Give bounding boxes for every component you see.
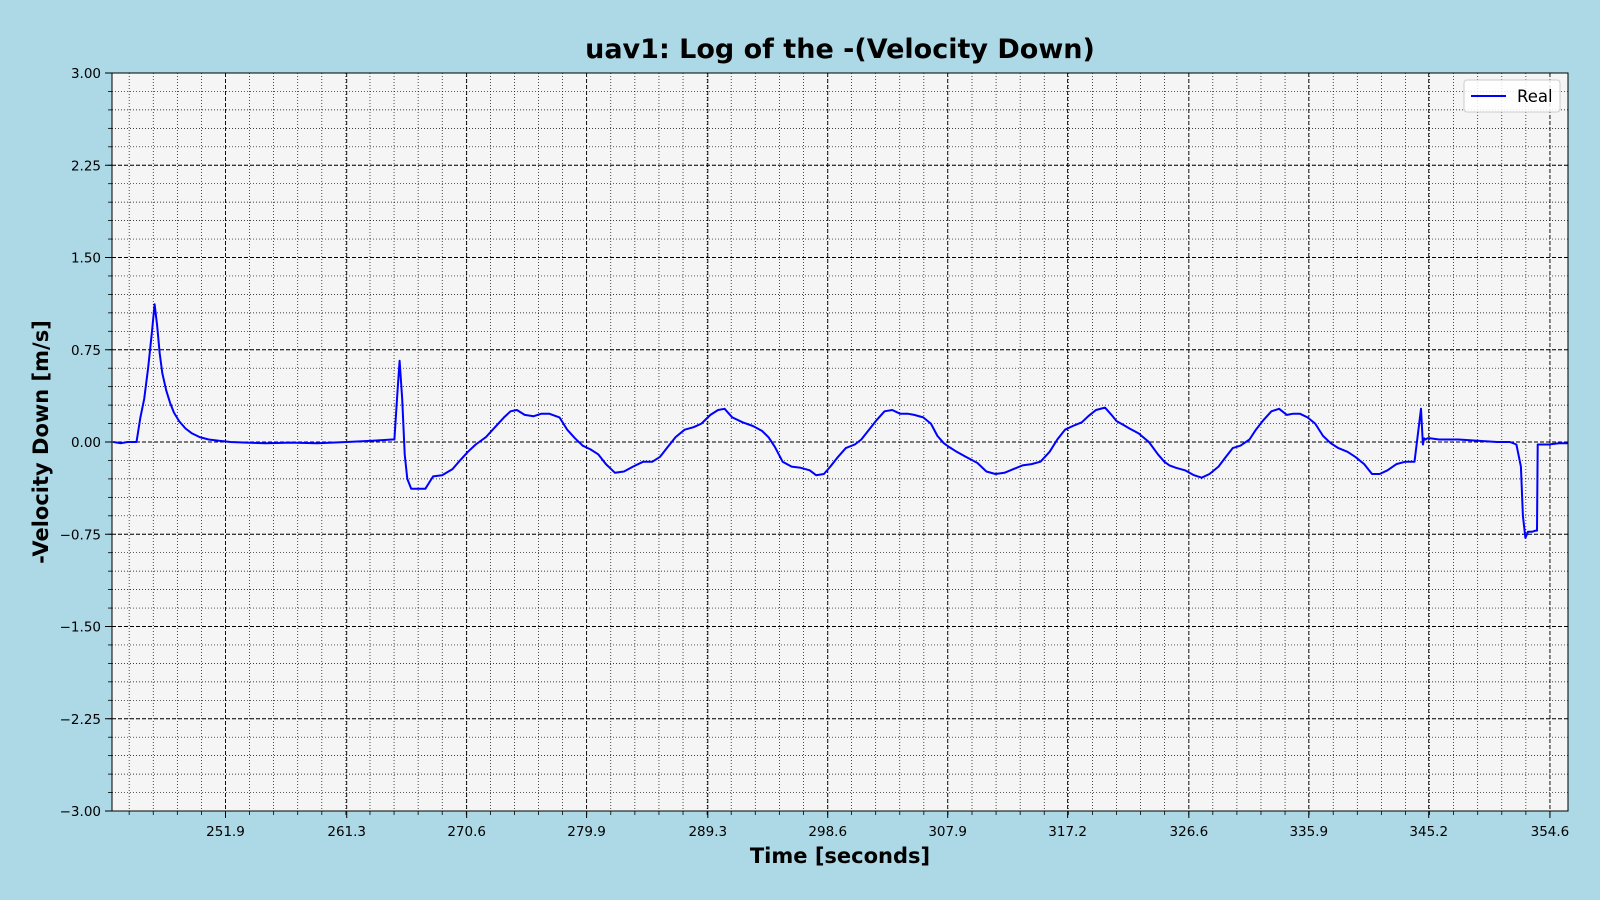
legend: Real xyxy=(1463,79,1561,113)
x-tick-label: 354.6 xyxy=(1531,824,1570,840)
legend-label-real: Real xyxy=(1517,87,1553,106)
y-tick-label: −0.75 xyxy=(60,527,101,543)
y-axis-ticks: 3.00 2.25 1.50 0.75 0.00 −0.75 −1.50 −2.25 −3.00 xyxy=(60,66,112,820)
y-tick-label: 3.00 xyxy=(71,66,101,82)
series-layer xyxy=(113,303,1568,539)
series-line-real xyxy=(113,303,1568,539)
x-tick-label: 261.3 xyxy=(327,824,366,840)
x-tick-label: 335.9 xyxy=(1289,824,1328,840)
x-tick-label: 251.9 xyxy=(206,824,245,840)
x-tick-label: 279.9 xyxy=(567,824,606,840)
plot-frame xyxy=(111,72,1569,812)
x-tick-label: 298.6 xyxy=(808,824,847,840)
x-axis-ticks: 251.9 261.3 270.6 279.9 289.3 298.6 307.9 317.2… xyxy=(128,811,1570,840)
chart-title: uav1: Log of the -(Velocity Down) xyxy=(585,34,1095,65)
x-tick-label: 345.2 xyxy=(1409,824,1448,840)
y-tick-label: −2.25 xyxy=(60,712,101,728)
x-tick-label: 307.9 xyxy=(928,824,967,840)
y-tick-label: 0.75 xyxy=(71,343,101,359)
y-tick-label: −3.00 xyxy=(60,804,101,820)
y-tick-label: −1.50 xyxy=(60,620,101,636)
legend-frame xyxy=(1463,79,1561,113)
x-tick-label: 289.3 xyxy=(688,824,727,840)
x-tick-label: 317.2 xyxy=(1048,824,1087,840)
y-tick-label: 1.50 xyxy=(71,251,101,267)
x-tick-label: 326.6 xyxy=(1170,824,1209,840)
y-axis-label: -Velocity Down [m/s] xyxy=(29,320,53,564)
x-tick-label: 270.6 xyxy=(447,824,486,840)
y-tick-label: 0.00 xyxy=(71,435,101,451)
y-tick-label: 2.25 xyxy=(71,158,101,174)
x-axis-label: Time [seconds] xyxy=(750,844,930,868)
